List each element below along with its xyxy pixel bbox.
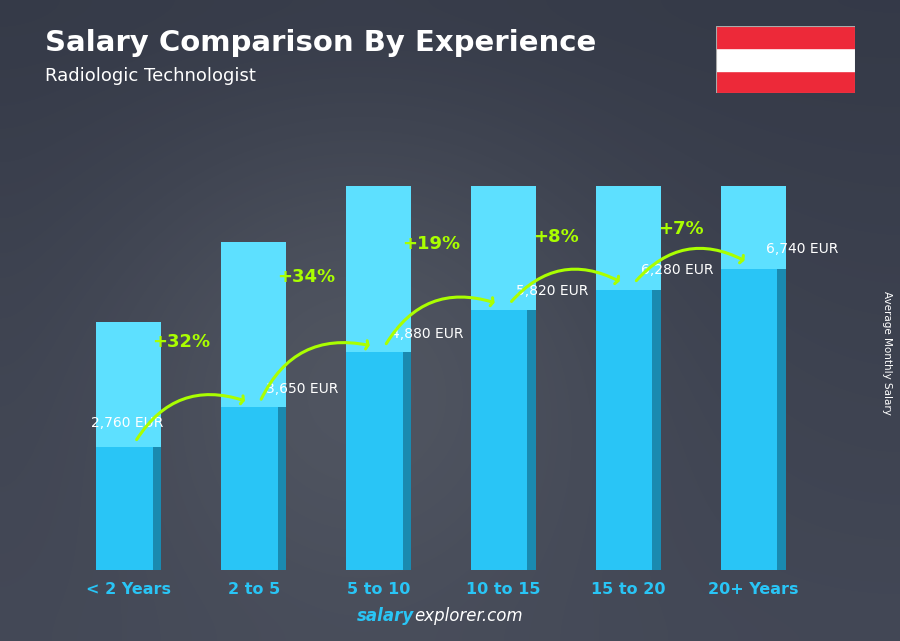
- Bar: [652, 287, 661, 570]
- Text: Salary Comparison By Experience: Salary Comparison By Experience: [45, 29, 596, 57]
- Text: 6,740 EUR: 6,740 EUR: [766, 242, 838, 256]
- Bar: [716, 48, 855, 71]
- Text: +8%: +8%: [533, 228, 579, 246]
- Text: 4,880 EUR: 4,880 EUR: [392, 327, 464, 340]
- Bar: [527, 307, 536, 570]
- Bar: [721, 265, 786, 570]
- Bar: [153, 445, 161, 570]
- Text: +32%: +32%: [152, 333, 211, 351]
- Bar: [596, 287, 661, 570]
- Bar: [716, 26, 855, 48]
- Text: 5,820 EUR: 5,820 EUR: [516, 284, 589, 298]
- Bar: [402, 350, 411, 570]
- Bar: [777, 265, 786, 570]
- Bar: [221, 405, 286, 570]
- Text: +34%: +34%: [277, 269, 335, 287]
- Text: +19%: +19%: [402, 235, 460, 253]
- Text: explorer.com: explorer.com: [414, 607, 523, 625]
- Text: +7%: +7%: [658, 221, 704, 238]
- Bar: [96, 322, 161, 447]
- Text: Radiologic Technologist: Radiologic Technologist: [45, 67, 256, 85]
- Bar: [278, 405, 286, 570]
- Bar: [721, 0, 786, 269]
- Bar: [221, 242, 286, 408]
- Bar: [96, 445, 161, 570]
- Bar: [346, 350, 411, 570]
- Text: 3,650 EUR: 3,650 EUR: [266, 382, 338, 396]
- Bar: [471, 47, 536, 310]
- Bar: [346, 131, 411, 353]
- Text: 2,760 EUR: 2,760 EUR: [92, 416, 164, 429]
- Text: 6,280 EUR: 6,280 EUR: [641, 263, 713, 278]
- Bar: [596, 6, 661, 290]
- Text: salary: salary: [356, 607, 414, 625]
- Text: Average Monthly Salary: Average Monthly Salary: [881, 290, 892, 415]
- Bar: [471, 307, 536, 570]
- Bar: [716, 71, 855, 93]
